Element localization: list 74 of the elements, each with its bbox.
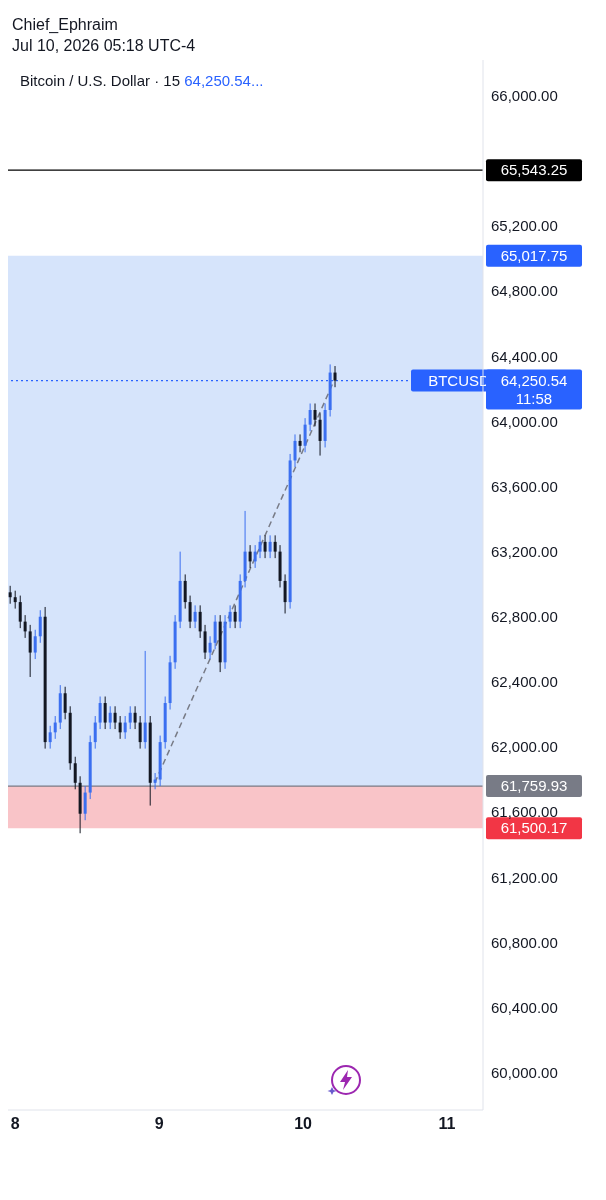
candlestick (28, 624, 32, 678)
x-tick-label: 8 (10, 1115, 20, 1133)
candlestick (53, 715, 57, 740)
ref-line-label: 61,759.93 (500, 777, 568, 795)
y-tick-label: 60,800.00 (491, 933, 558, 951)
y-tick-label: 65,200.00 (491, 217, 558, 235)
candlestick (143, 650, 147, 750)
y-tick-label: 64,800.00 (491, 282, 558, 300)
y-tick-label: 60,000.00 (491, 1063, 558, 1081)
text: 64,250.54 (500, 371, 568, 389)
x-tick-label: 9 (154, 1115, 164, 1133)
candlestick (268, 534, 272, 559)
candlestick (153, 772, 157, 790)
candlestick (18, 595, 22, 629)
candlestick (313, 402, 317, 427)
x-tick-label: 10 (294, 1115, 313, 1133)
candlestick (188, 595, 192, 629)
candlestick (128, 705, 132, 730)
candlestick (293, 433, 297, 468)
candlestick (318, 412, 322, 457)
candlestick (193, 604, 197, 629)
candlestick (33, 629, 37, 660)
candlestick (203, 624, 207, 660)
candlestick (263, 534, 267, 559)
candlestick (73, 756, 77, 790)
candlestick (48, 725, 52, 750)
candlestick (183, 573, 187, 610)
candlestick (233, 604, 237, 629)
text: Bitcoin / U.S. Dollar · 15 (20, 72, 181, 89)
y-tick-label: 62,000.00 (491, 738, 558, 756)
x-tick-label: 11 (438, 1115, 456, 1133)
candlestick (258, 534, 262, 559)
annotation: 64,250.54... (184, 72, 264, 89)
y-tick-label: 64,000.00 (491, 412, 558, 430)
y-tick-label: 63,200.00 (491, 542, 558, 560)
y-tick-label: 62,800.00 (491, 608, 558, 626)
candlestick (93, 715, 97, 750)
candlestick (213, 614, 217, 650)
y-tick-label: 61,600.00 (491, 803, 558, 821)
candlestick (298, 433, 302, 453)
candlestick (253, 544, 257, 569)
text: Chief_Ephraim (12, 15, 119, 35)
text: Jul 10, 2026 05:18 UTC-4 (12, 36, 197, 56)
candlestick (283, 573, 287, 614)
candlestick (23, 614, 27, 639)
candlestick (273, 534, 277, 559)
candlestick (248, 544, 252, 569)
candlestick (138, 715, 142, 750)
candlestick (198, 604, 202, 639)
candlestick (113, 705, 117, 730)
candlestick (123, 715, 127, 740)
text: 11:58 (515, 389, 553, 407)
candlestick (103, 696, 107, 730)
candlestick (303, 417, 307, 453)
candlestick (98, 696, 102, 730)
y-tick-label: 61,200.00 (491, 868, 558, 886)
candlestick (118, 715, 122, 740)
candlestick (38, 609, 42, 644)
candlestick (228, 604, 232, 629)
ref-line-label: 65,543.25 (500, 161, 568, 179)
candlestick (83, 785, 87, 821)
y-tick-label: 60,400.00 (491, 998, 558, 1016)
candlestick (133, 705, 137, 730)
band-label: 61,500.17 (500, 819, 568, 837)
candlestick (308, 402, 312, 432)
candlestick (333, 365, 337, 388)
y-tick-label: 66,000.00 (491, 87, 558, 105)
candlestick (63, 686, 67, 720)
band-label: 65,017.75 (500, 246, 568, 264)
y-tick-label: 62,400.00 (491, 673, 558, 691)
candlestick (208, 635, 212, 660)
candlestick (108, 705, 112, 730)
y-tick-label: 64,400.00 (491, 347, 558, 365)
y-tick-label: 63,600.00 (491, 477, 558, 495)
